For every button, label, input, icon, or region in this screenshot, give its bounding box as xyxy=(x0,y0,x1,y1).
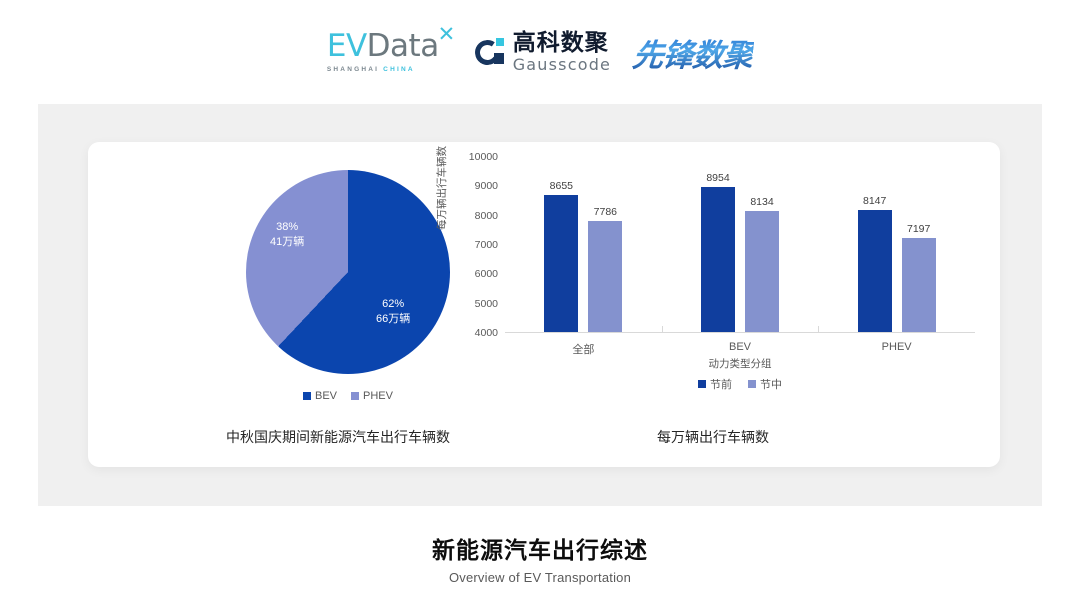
bar-y-tick: 4000 xyxy=(474,327,498,339)
pie-legend-item-bev[interactable]: BEV xyxy=(303,390,337,402)
bar-legend-item-before[interactable]: 节前 xyxy=(698,376,732,392)
pie-label-phev: 38% 41万辆 xyxy=(270,220,304,250)
pie-legend-label-bev: BEV xyxy=(315,390,338,402)
bar-y-tick: 5000 xyxy=(474,297,498,310)
bar-y-tick: 7000 xyxy=(474,239,498,251)
bar-y-axis-title: 每万辆出行车辆数 xyxy=(436,146,448,230)
bar-legend-swatch-before xyxy=(698,380,706,388)
evdata-wordmark: EVData ✕ xyxy=(326,23,455,64)
pie-label-bev-value: 66万辆 xyxy=(376,313,411,325)
evdata-country-text: CHINA xyxy=(383,65,415,73)
bar-category-label: BEV xyxy=(728,341,752,353)
bar-column[interactable] xyxy=(745,210,779,332)
bar-value-label: 7786 xyxy=(593,205,618,218)
gausscode-mark-icon xyxy=(472,37,506,68)
pie-disc xyxy=(246,170,450,374)
pie-chart: 62% 66万辆 38% 41万辆 BEV PHEV xyxy=(88,152,468,452)
pie-label-phev-percent: 38% xyxy=(276,221,299,233)
bar-category-label: PHEV xyxy=(881,341,912,353)
evdata-cross-icon: ✕ xyxy=(437,21,456,46)
bar-legend-item-during[interactable]: 节中 xyxy=(748,376,782,392)
pie-legend-swatch-bev xyxy=(303,392,311,400)
slide-footer: 新能源汽车出行综述 Overview of EV Transportation xyxy=(0,531,1080,585)
evdata-data-text: Data xyxy=(366,27,440,64)
bar-legend: 节前 节中 xyxy=(505,376,975,392)
evdata-ev-text: EV xyxy=(326,27,367,64)
xianfeng-logo: 先锋数聚 xyxy=(631,30,756,75)
gausscode-logo: 高科数聚 Gausscode xyxy=(472,29,612,74)
pie-legend-label-phev: PHEV xyxy=(363,390,393,402)
logo-bar: EVData ✕ SHANGHAI CHINA 高科数聚 Gausscode 先… xyxy=(0,23,1080,80)
gausscode-cn-text: 高科数聚 xyxy=(512,29,609,56)
bar-chart: 每万辆出行车辆数 10000 9000 8000 7000 6000 5000 4000 8… xyxy=(436,146,1000,452)
bar-legend-swatch-during xyxy=(748,380,756,388)
bar-column[interactable] xyxy=(701,186,735,332)
bar-value-label: 8147 xyxy=(862,195,887,208)
pie-caption: 中秋国庆期间新能源汽车出行车辆数 xyxy=(226,429,450,445)
bar-column[interactable] xyxy=(588,220,623,332)
bar-value-label: 8954 xyxy=(706,171,730,184)
bar-caption: 每万辆出行车辆数 xyxy=(657,429,769,445)
bar-y-tick: 8000 xyxy=(474,209,498,222)
pie-legend-item-phev[interactable]: PHEV xyxy=(351,390,393,402)
evdata-city-text: SHANGHAI xyxy=(326,65,380,73)
bar-column[interactable] xyxy=(901,238,936,332)
page-subtitle: Overview of EV Transportation xyxy=(448,570,632,585)
evdata-logo: EVData ✕ SHANGHAI CHINA xyxy=(326,23,455,74)
bar-legend-label-during: 节中 xyxy=(760,379,782,391)
bar-column[interactable] xyxy=(857,210,892,332)
page-title: 新能源汽车出行综述 xyxy=(432,538,648,564)
bar-y-tick: 10000 xyxy=(468,151,498,163)
gausscode-accent-shape xyxy=(495,37,504,46)
charts-card: 62% 66万辆 38% 41万辆 BEV PHEV 每万辆出行车辆数 xyxy=(88,142,1000,467)
bar-group-divider xyxy=(818,326,820,333)
pie-label-bev-percent: 62% xyxy=(382,298,405,310)
pie-legend: BEV PHEV xyxy=(246,390,450,402)
bar-axis-line xyxy=(505,332,975,333)
bar-y-tick: 9000 xyxy=(474,180,498,193)
evdata-subtitle: SHANGHAI CHINA xyxy=(326,65,415,74)
gausscode-en-text: Gausscode xyxy=(512,54,612,74)
bar-y-tick: 6000 xyxy=(474,268,498,281)
bar-category-label: 全部 xyxy=(572,344,595,356)
bar-value-label: 7197 xyxy=(906,223,931,236)
pie-label-bev: 62% 66万辆 xyxy=(376,297,410,327)
bar-value-label: 8655 xyxy=(549,180,574,193)
gausscode-text: 高科数聚 Gausscode xyxy=(512,29,612,74)
bar-x-axis-title: 动力类型分组 xyxy=(708,358,772,370)
bar-legend-label-before: 节前 xyxy=(710,379,732,391)
bar-group-divider xyxy=(661,326,663,333)
bar-value-label: 8134 xyxy=(750,195,774,208)
pie-label-phev-value: 41万辆 xyxy=(270,236,305,248)
bar-column[interactable] xyxy=(544,195,579,332)
bar-plot-area: 8655 7786 全部 8954 8134 BEV 8147 7197 PHEV xyxy=(505,157,975,356)
bar-y-axis-ticks: 10000 9000 8000 7000 6000 5000 4000 xyxy=(452,151,498,339)
pie-legend-swatch-phev xyxy=(351,392,360,400)
gausscode-block-shape xyxy=(493,52,504,64)
